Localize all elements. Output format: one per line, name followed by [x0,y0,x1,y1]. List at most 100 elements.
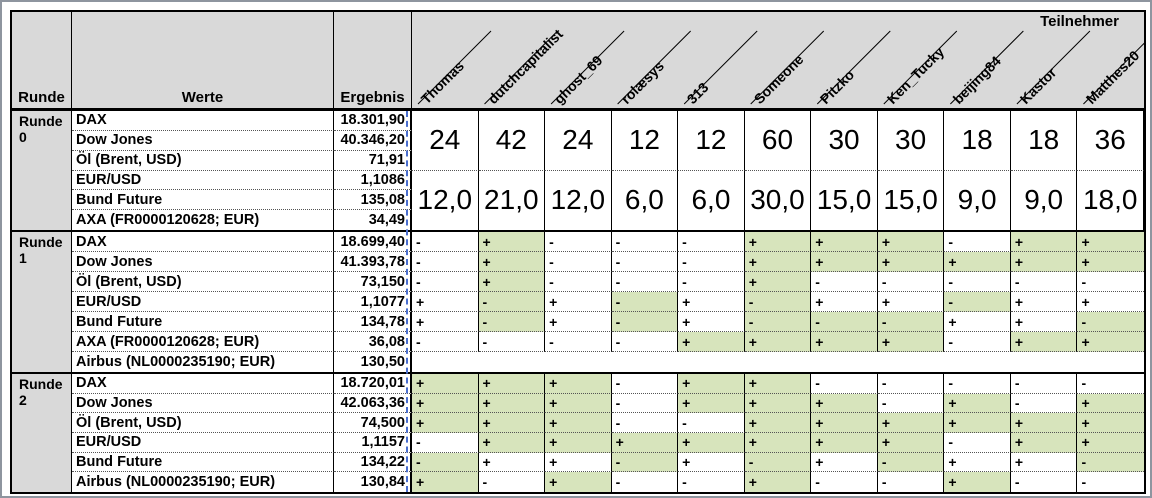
prediction-cell[interactable]: - [1077,452,1144,473]
prediction-cell[interactable]: + [1077,393,1144,414]
prediction-cell[interactable]: + [678,374,745,394]
prediction-cell[interactable]: + [744,432,812,453]
prediction-cell[interactable]: - [1081,474,1087,491]
ergebnis-value-cell[interactable]: 42.063,36 [334,393,412,414]
prediction-cell[interactable]: + [1077,252,1144,272]
prediction-cell[interactable]: + [478,413,546,433]
prediction-cell[interactable]: + [944,252,1011,272]
prediction-cell[interactable]: - [1011,472,1078,492]
prediction-cell[interactable]: - [678,413,745,433]
prediction-cell[interactable]: - [1010,393,1078,414]
score-quota-cell[interactable]: 6,0 [612,170,679,230]
prediction-cell[interactable]: - [811,374,878,394]
instrument-name-cell[interactable]: EUR/USD [72,170,334,191]
prediction-cell[interactable]: + [944,393,1011,414]
prediction-cell[interactable]: - [611,452,679,473]
prediction-cell[interactable]: - [611,272,679,292]
prediction-cell[interactable]: + [744,472,812,492]
prediction-cell[interactable]: + [1010,232,1078,252]
prediction-cell[interactable]: + [678,432,745,453]
prediction-cell[interactable]: + [744,393,812,414]
prediction-cell[interactable]: + [811,432,878,453]
prediction-cell[interactable]: + [1010,252,1078,272]
prediction-cell[interactable]: + [478,232,546,252]
prediction-cell[interactable]: - [412,232,479,252]
ergebnis-value-cell[interactable]: 1,1077 [334,292,412,312]
ergebnis-value-cell[interactable]: 18.301,90 [334,111,412,131]
prediction-cell[interactable]: + [412,413,479,433]
prediction-cell[interactable]: - [545,272,612,292]
prediction-cell[interactable]: - [611,393,679,414]
round-label-cell[interactable]: Runde 1 [12,232,72,372]
instrument-name-cell[interactable]: Öl (Brent, USD) [72,150,334,171]
score-quota-cell[interactable]: 15,0 [878,170,945,230]
prediction-cell[interactable]: - [1077,374,1144,394]
prediction-cell[interactable]: + [1077,413,1144,433]
prediction-cell[interactable]: + [1010,413,1078,433]
score-points-cell[interactable]: 36 [1077,111,1144,171]
prediction-cell[interactable]: + [744,232,812,252]
prediction-cell[interactable]: - [478,332,546,352]
prediction-cell[interactable]: - [611,232,679,252]
prediction-cell[interactable]: - [811,472,878,492]
header-cell-runde[interactable]: Runde [12,12,72,108]
instrument-name-cell[interactable]: Airbus (NL0000235190; EUR) [72,352,334,372]
prediction-cell[interactable]: - [412,332,479,352]
prediction-cell[interactable]: - [478,312,546,332]
instrument-name-cell[interactable]: DAX [72,232,334,252]
prediction-cell[interactable]: - [678,472,745,492]
prediction-cell[interactable]: - [612,472,679,492]
prediction-cell[interactable]: - [877,374,945,394]
prediction-cell[interactable]: - [877,393,945,414]
prediction-cell[interactable]: + [478,432,546,453]
score-points-cell[interactable]: 30 [811,111,878,171]
ergebnis-value-cell[interactable]: 40.346,20 [334,130,412,151]
ergebnis-value-cell[interactable]: 134,22 [334,452,412,473]
prediction-cell[interactable]: + [545,312,612,332]
instrument-name-cell[interactable]: AXA (FR0000120628; EUR) [72,210,334,230]
prediction-cell[interactable]: + [877,252,945,272]
instrument-name-cell[interactable]: Öl (Brent, USD) [72,272,334,292]
prediction-cell[interactable]: - [744,312,812,332]
prediction-cell[interactable]: + [1010,432,1078,453]
instrument-name-cell[interactable]: Bund Future [72,312,334,332]
prediction-cell[interactable]: + [478,452,546,473]
score-points-cell[interactable]: 24 [412,111,479,171]
round-label-cell[interactable]: Runde 2 [12,374,72,492]
score-quota-cell[interactable]: 12,0 [545,170,612,230]
prediction-cell[interactable]: - [678,272,745,292]
prediction-cell[interactable]: - [811,272,878,292]
prediction-cell[interactable]: - [811,312,878,332]
prediction-cell[interactable]: - [944,432,1011,453]
prediction-cell[interactable]: - [744,292,812,312]
prediction-cell[interactable]: + [944,413,1011,433]
ergebnis-value-cell[interactable]: 1,1086 [334,170,412,191]
prediction-cell[interactable]: + [811,452,878,473]
prediction-cell[interactable]: + [678,292,745,312]
prediction-cell[interactable]: - [877,312,945,332]
prediction-cell[interactable]: + [678,452,745,473]
prediction-cell[interactable]: + [478,393,546,414]
prediction-cell[interactable]: + [944,472,1011,492]
score-quota-cell[interactable]: 12,0 [412,170,479,230]
prediction-cell[interactable]: + [944,312,1011,332]
prediction-cell[interactable]: - [944,272,1011,292]
score-quota-cell[interactable]: 6,0 [678,170,745,230]
round-label-cell[interactable]: Runde 0 [12,111,72,230]
score-points-cell[interactable]: 18 [1010,111,1078,171]
prediction-cell[interactable]: + [1077,232,1144,252]
prediction-cell[interactable]: + [545,432,612,453]
prediction-cell[interactable]: + [545,374,612,394]
prediction-cell[interactable]: + [811,332,878,352]
prediction-cell[interactable]: + [611,432,679,453]
prediction-cell[interactable]: - [944,332,1011,352]
ergebnis-value-cell[interactable]: 41.393,78 [334,252,412,272]
prediction-cell[interactable]: - [611,413,679,433]
score-points-cell[interactable]: 12 [678,111,745,171]
score-points-cell[interactable]: 30 [877,111,945,171]
prediction-cell[interactable]: + [545,472,612,492]
ergebnis-value-cell[interactable]: 135,08 [334,190,412,211]
prediction-cell[interactable]: + [545,452,612,473]
instrument-name-cell[interactable]: Dow Jones [72,130,334,151]
prediction-cell[interactable]: + [744,252,812,272]
